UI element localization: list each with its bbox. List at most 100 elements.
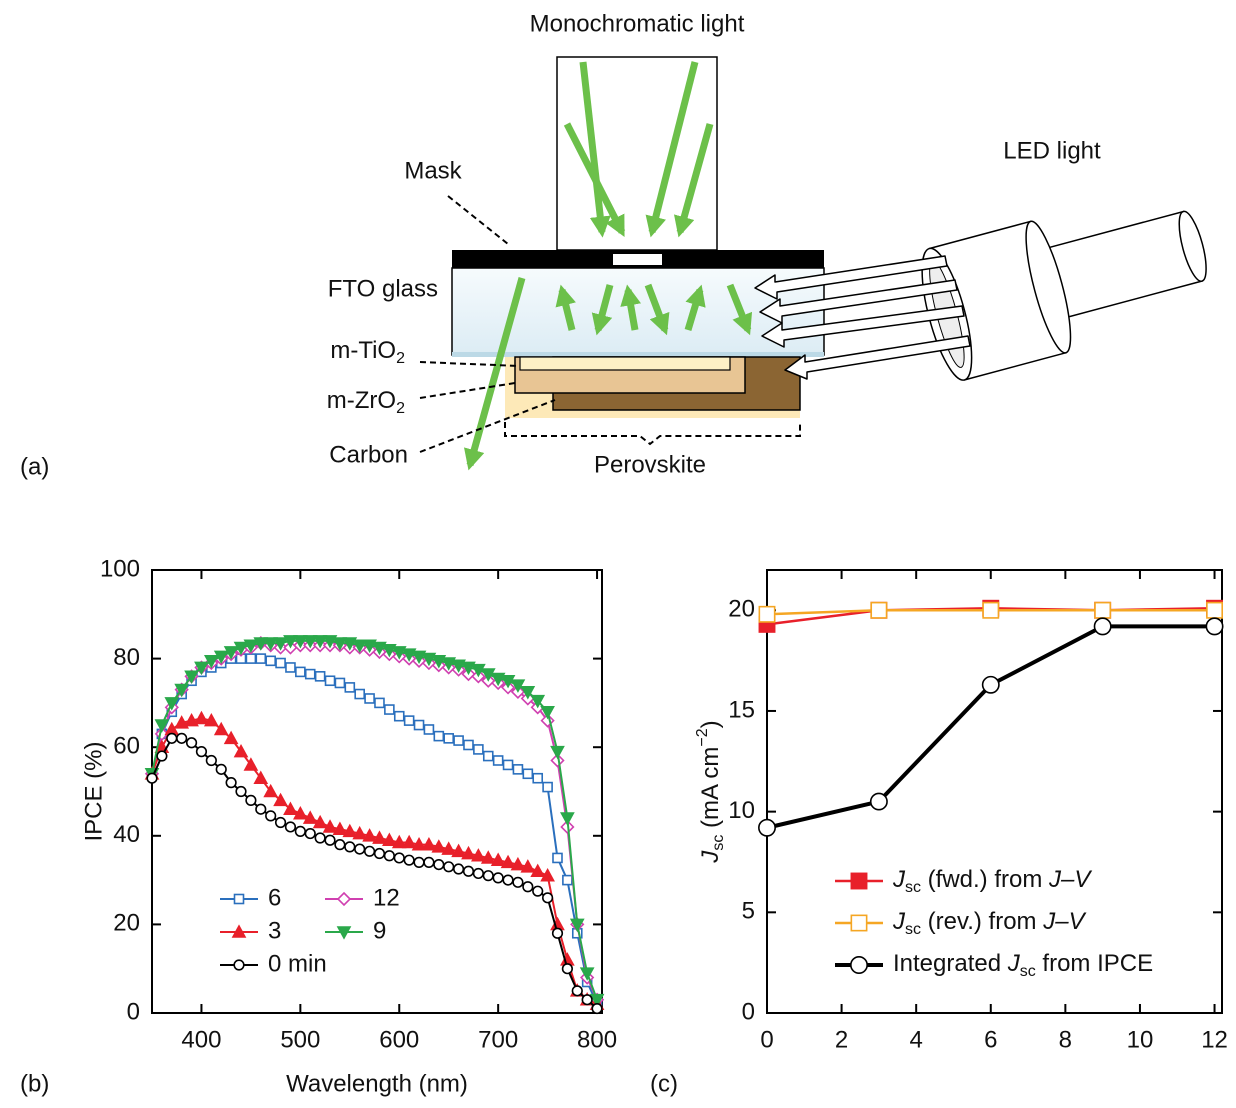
marker — [530, 863, 546, 878]
y-tick-label: 80 — [113, 644, 140, 671]
marker — [500, 854, 516, 869]
marker — [324, 834, 336, 846]
marker — [550, 745, 565, 760]
y-tick-label: 20 — [113, 910, 140, 937]
legend-label: Jsc (fwd.) from J–V — [892, 866, 1092, 896]
legend-label: 12 — [373, 884, 400, 911]
marker — [293, 635, 308, 649]
marker — [314, 671, 326, 682]
marker — [302, 635, 318, 649]
marker — [146, 772, 158, 784]
marker — [184, 670, 199, 684]
marker — [382, 643, 397, 658]
marker — [1094, 601, 1112, 619]
legend-label: Jsc (rev.) from J–V — [892, 908, 1087, 938]
marker — [174, 683, 190, 698]
marker — [393, 852, 405, 864]
marker — [342, 637, 358, 651]
marker — [482, 870, 494, 882]
marker — [342, 823, 358, 838]
marker — [441, 657, 457, 671]
marker — [336, 926, 352, 940]
text-part: J — [1007, 950, 1021, 977]
marker — [443, 733, 455, 744]
x-tick-label: 2 — [835, 1026, 848, 1053]
marker — [758, 605, 776, 623]
marker — [352, 639, 368, 653]
marker — [443, 861, 455, 873]
marker — [334, 839, 346, 851]
marker — [850, 914, 868, 932]
marker — [203, 712, 219, 727]
series-line — [151, 717, 598, 1006]
marker — [253, 637, 269, 651]
fto-layer — [452, 352, 824, 357]
marker — [176, 732, 188, 744]
marker — [344, 682, 356, 693]
marker — [275, 657, 286, 669]
marker — [451, 843, 466, 858]
text-part: J–V — [1042, 908, 1086, 935]
legend-label: 6 — [268, 884, 281, 911]
marker — [312, 635, 328, 649]
marker — [195, 746, 208, 758]
text-part: sc — [1020, 963, 1036, 980]
marker — [561, 963, 573, 975]
plot-frame — [151, 569, 603, 1014]
marker — [571, 985, 583, 997]
x-tick-label: 10 — [1127, 1026, 1154, 1053]
x-tick-label: 500 — [280, 1026, 320, 1053]
marker — [154, 719, 170, 733]
marker — [391, 834, 407, 849]
marker — [382, 832, 397, 847]
marker — [372, 830, 387, 844]
marker — [520, 686, 536, 700]
legend-label: 9 — [373, 917, 386, 944]
marker — [441, 841, 457, 855]
marker — [411, 650, 427, 665]
marker — [233, 641, 249, 656]
y-axis-label: IPCE (%) — [80, 741, 107, 841]
y-axis-label: Jsc (mA cm−2) — [694, 720, 727, 863]
marker — [302, 810, 318, 824]
legend-label: Integrated Jsc from IPCE — [893, 950, 1153, 980]
marker — [373, 847, 386, 860]
marker — [245, 794, 257, 806]
diagram-label: Monochromatic light — [530, 10, 745, 37]
text-part: m-TiO — [330, 337, 396, 364]
marker — [243, 639, 259, 653]
text-part: (rev.) from — [921, 908, 1043, 935]
marker — [758, 818, 776, 837]
marker — [166, 732, 178, 744]
marker — [510, 679, 526, 693]
marker — [550, 753, 565, 768]
marker — [332, 821, 348, 835]
marker — [421, 652, 437, 667]
marker — [295, 666, 306, 678]
marker — [472, 867, 484, 880]
marker — [265, 810, 277, 822]
x-axis-label: Wavelength (nm) — [286, 1070, 468, 1097]
text-part: sc — [905, 879, 921, 896]
marker — [383, 850, 395, 862]
led-light — [921, 210, 1207, 381]
text-part: sc — [710, 835, 727, 851]
marker — [471, 848, 486, 862]
marker — [423, 724, 435, 735]
marker — [263, 637, 279, 651]
marker — [552, 852, 563, 864]
x-tick-label: 600 — [379, 1026, 419, 1053]
marker — [480, 668, 496, 682]
marker — [461, 845, 476, 860]
marker — [453, 735, 464, 746]
marker — [283, 635, 298, 649]
text-part: −2 — [694, 728, 711, 746]
mask-aperture — [613, 254, 662, 265]
marker — [213, 721, 229, 736]
marker — [233, 893, 245, 905]
marker — [579, 967, 595, 981]
marker — [562, 874, 573, 886]
marker — [512, 876, 524, 888]
marker — [421, 836, 437, 851]
